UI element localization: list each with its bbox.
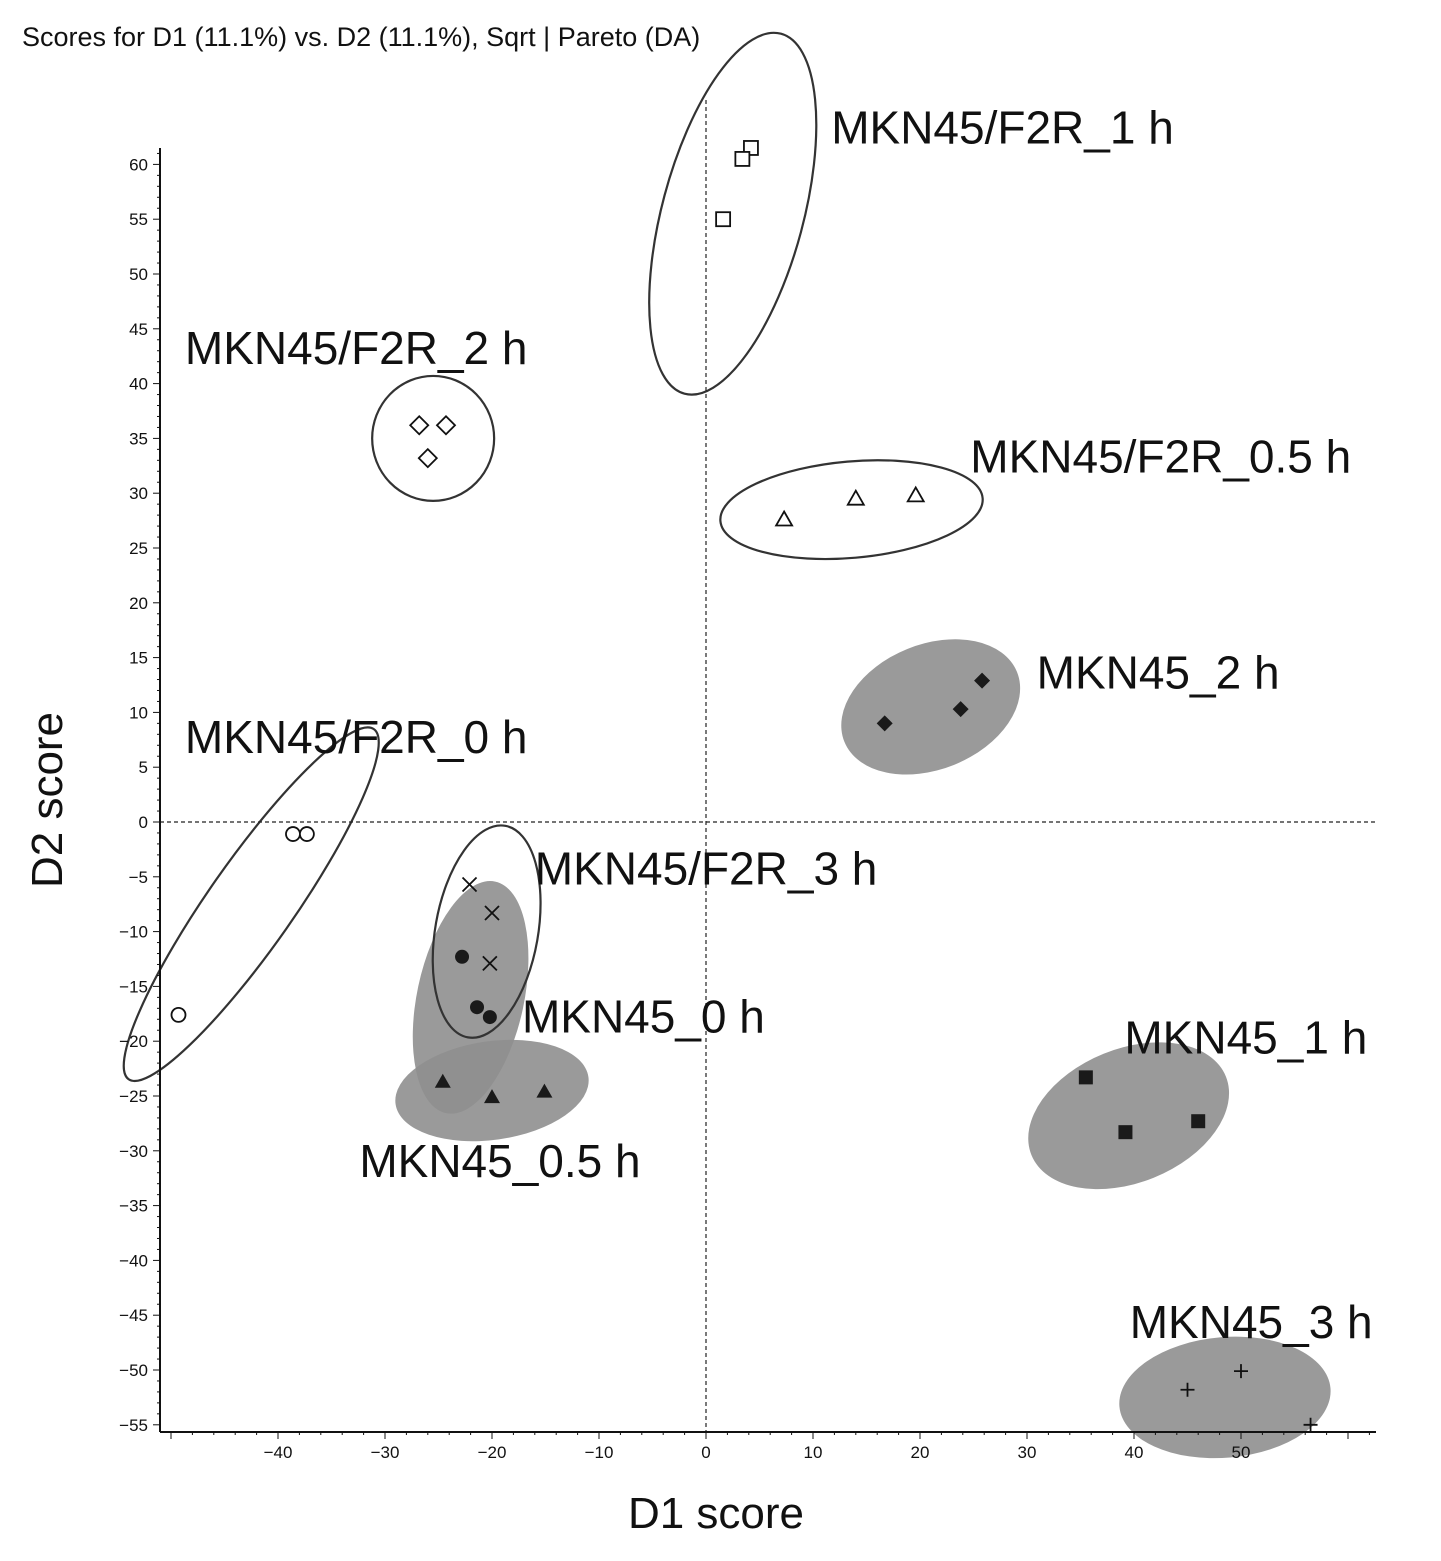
y-tick-label: −10 [119,923,148,942]
group-label-mkn45-f2r-1-h: MKN45/F2R_1 h [831,102,1174,154]
data-point-mkn45-f2r-0-h [285,826,301,842]
data-point-mkn45-3-h [1180,1382,1195,1397]
y-tick-label: −35 [119,1197,148,1216]
y-tick-label: 20 [129,594,148,613]
reference-lines [160,100,1376,1432]
group-label-mkn45-2-h: MKN45_2 h [1037,646,1280,698]
data-point-mkn45-f2r-0-5-h [846,488,866,506]
data-point-mkn45-f2r-2-h [417,447,439,469]
y-tick-label: 5 [139,758,148,777]
y-tick-label: 60 [129,155,148,174]
data-point-mkn45-f2r-3-h [461,876,478,893]
data-point-mkn45-3-h [1303,1417,1318,1432]
ellipse-mkn45-1-h [1028,1042,1230,1190]
data-point-mkn45-f2r-0-h [298,826,315,842]
data-point-mkn45-f2r-1-h [715,211,732,228]
y-tick-label: −15 [119,977,148,996]
data-point-mkn45-f2r-0-h [170,1006,187,1023]
data-point-mkn45-f2r-2-h [435,414,457,436]
y-tick-label: 30 [129,484,148,503]
group-label-mkn45-0-h: MKN45_0 h [522,990,765,1042]
data-point-mkn45-f2r-3-h [482,955,498,972]
y-tick-label: 45 [129,320,148,339]
data-point-mkn45-0-h [482,1010,497,1025]
y-tick-label: −5 [129,868,148,887]
data-point-mkn45-2-h [876,715,893,732]
y-tick-label: 0 [139,813,148,832]
x-tick-label: 20 [911,1443,930,1462]
y-tick-label: −30 [119,1142,148,1161]
data-point-mkn45-f2r-2-h [408,414,430,436]
y-tick-label: 50 [129,265,148,284]
x-tick-label: −40 [264,1443,293,1462]
y-tick-label: 10 [129,703,148,722]
x-tick-label: 0 [701,1443,710,1462]
group-label-mkn45-f2r-2-h: MKN45/F2R_2 h [185,322,528,374]
x-axis-title: D1 score [628,1489,804,1538]
data-point-mkn45-1-h [1191,1114,1206,1129]
data-point-mkn45-f2r-3-h [484,905,500,921]
y-tick-label: −25 [119,1087,148,1106]
data-point-mkn45-f2r-0-5-h [906,485,926,503]
x-tick-label: −20 [478,1443,507,1462]
ellipse-mkn45-3-h [1119,1336,1331,1459]
y-tick-label: −45 [119,1306,148,1325]
data-point-mkn45-0-h [470,1000,485,1015]
data-point-mkn45-0-5-h [434,1073,451,1088]
data-point-mkn45-0-h [455,949,470,964]
group-labels: MKN45/F2R_1 h MKN45/F2R_2 h MKN45/F2R_0.5 … [185,102,1373,1349]
y-tick-label: −20 [119,1032,148,1051]
ellipse-mkn45-f2r-0-5-h [719,459,984,561]
data-point-mkn45-1-h [1078,1070,1093,1085]
x-tick-label: 40 [1125,1443,1144,1462]
ellipse-mkn45-f2r-1-h [648,31,818,396]
data-point-mkn45-2-h [952,701,969,718]
ellipse-mkn45-2-h [841,639,1021,775]
y-axis-title: D2 score [23,712,72,888]
chart-title: Scores for D1 (11.1%) vs. D2 (11.1%), Sq… [22,22,701,52]
y-tick-label: 15 [129,649,148,668]
data-point-mkn45-1-h [1118,1125,1133,1140]
data-point-mkn45-f2r-1-h [734,151,751,167]
group-label-mkn45-f2r-3-h: MKN45/F2R_3 h [535,842,878,894]
ellipse-mkn45-f2r-2-h [371,374,496,502]
group-ellipses [122,31,1331,1459]
group-label-mkn45-3-h: MKN45_3 h [1130,1296,1373,1348]
group-label-mkn45-0-5-h: MKN45_0.5 h [359,1135,640,1187]
y-tick-label: 25 [129,539,148,558]
group-label-mkn45-1-h: MKN45_1 h [1124,1011,1367,1063]
y-tick-label: −55 [119,1416,148,1435]
y-tick-label: −50 [119,1361,148,1380]
data-point-mkn45-0-5-h [536,1083,553,1098]
data-point-mkn45-0-5-h [484,1089,500,1104]
y-tick-label: 35 [129,429,148,448]
x-tick-label: 30 [1018,1443,1037,1462]
ellipse-mkn45-f2r-0-h [122,726,380,1083]
group-label-mkn45-f2r-0-h: MKN45/F2R_0 h [185,711,528,763]
y-tick-label: −40 [119,1251,148,1270]
data-points [170,140,1318,1432]
x-tick-label: 10 [804,1443,823,1462]
y-tick-label: 40 [129,375,148,394]
x-tick-label: −10 [585,1443,614,1462]
y-tick-label: 55 [129,210,148,229]
group-label-mkn45-f2r-0-5-h: MKN45/F2R_0.5 h [970,430,1351,482]
x-tick-label: −30 [371,1443,400,1462]
x-tick-label: 50 [1232,1443,1251,1462]
data-point-mkn45-2-h [974,672,991,689]
axis-ticks: 605550454035302520151050−5−10−15−20−25−3… [119,152,1370,1462]
data-point-mkn45-f2r-0-5-h [774,509,794,527]
ellipse-mkn45-f2r-3-h [431,824,542,1039]
data-point-mkn45-3-h [1234,1364,1248,1379]
